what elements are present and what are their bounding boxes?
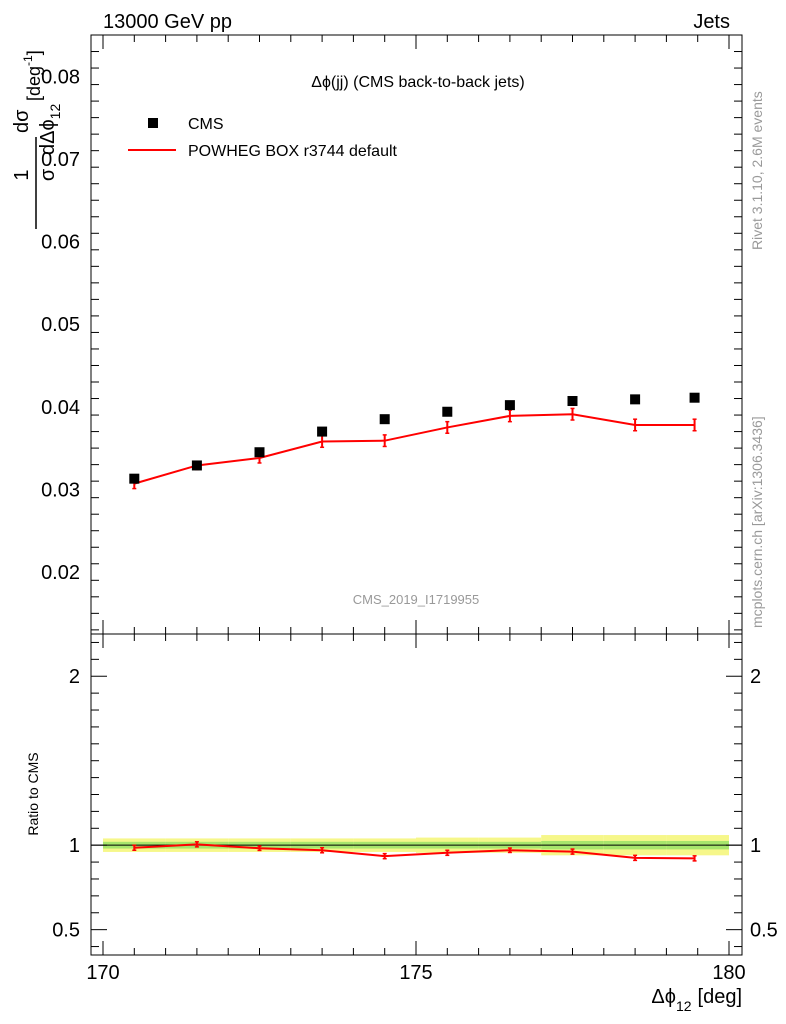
- y-tick-label: 0.06: [41, 232, 80, 254]
- cms-data-point: [254, 447, 265, 458]
- cms-series: [129, 392, 700, 484]
- analysis-watermark: CMS_2019_I1719955: [353, 592, 480, 607]
- legend-label-cms: CMS: [188, 116, 224, 133]
- ratio-tick-label: 2: [69, 666, 80, 688]
- axis-ticks: [91, 34, 742, 955]
- x-tick-label: 180: [712, 962, 745, 984]
- cms-data-point: [567, 396, 578, 407]
- legend-label-powheg: POWHEG BOX r3744 default: [188, 143, 398, 160]
- powheg-ratio-series: [132, 841, 697, 862]
- header-category-label: Jets: [693, 11, 730, 33]
- y-tick-label: 0.04: [41, 397, 80, 419]
- rivet-version-label: Rivet 3.1.10, 2.6M events: [749, 91, 765, 250]
- y-tick-label: 0.03: [41, 479, 80, 501]
- y-axis-label: 1 σ dσ dΔϕ12 [deg-1]: [11, 50, 63, 229]
- ratio-tick-label-right: 0.5: [750, 920, 778, 942]
- axis-tick-labels: 170 175 180 0.02 0.03 0.04 0.05 0.06 0.07 0.08 0.5…: [41, 66, 778, 984]
- powheg-series: [132, 407, 697, 490]
- svg-text:1: 1: [11, 169, 33, 180]
- ratio-y-axis-label: Ratio to CMS: [25, 752, 41, 835]
- y-tick-label: 0.05: [41, 314, 80, 336]
- plot-title: Δϕ(jj) (CMS back-to-back jets): [311, 74, 524, 91]
- x-tick-label: 170: [86, 962, 119, 984]
- cms-data-point: [129, 473, 140, 484]
- legend-marker-cms: [148, 118, 158, 128]
- x-tick-label: 175: [399, 962, 432, 984]
- x-axis-label: Δϕ12 [deg]: [651, 986, 742, 1014]
- svg-text:[deg-1]: [deg-1]: [21, 50, 44, 101]
- svg-text:dΔϕ12: dΔϕ12: [37, 104, 63, 155]
- ratio-tick-label: 0.5: [52, 920, 80, 942]
- y-tick-label: 0.02: [41, 562, 80, 584]
- cms-data-point: [191, 460, 202, 471]
- cms-data-point: [442, 406, 453, 417]
- cms-data-point: [379, 414, 390, 425]
- header-energy-label: 13000 GeV pp: [103, 11, 232, 33]
- ratio-tick-label-right: 2: [750, 666, 761, 688]
- ratio-tick-label: 1: [69, 835, 80, 857]
- y-tick-label: 0.07: [41, 149, 80, 171]
- cms-data-point: [504, 400, 515, 411]
- cms-data-point: [630, 394, 641, 405]
- svg-text:σ: σ: [37, 168, 59, 181]
- ratio-plot-frame: [90, 633, 743, 956]
- mcplots-label: mcplots.cern.ch [arXiv:1306.3436]: [749, 416, 765, 628]
- svg-text:dσ: dσ: [11, 109, 33, 133]
- powheg-line: [134, 413, 695, 485]
- powheg-ratio-line: [134, 843, 695, 860]
- ratio-tick-label-right: 1: [750, 835, 761, 857]
- cms-data-point: [317, 426, 328, 437]
- cms-data-point: [689, 392, 700, 403]
- y-tick-label: 0.08: [41, 66, 80, 88]
